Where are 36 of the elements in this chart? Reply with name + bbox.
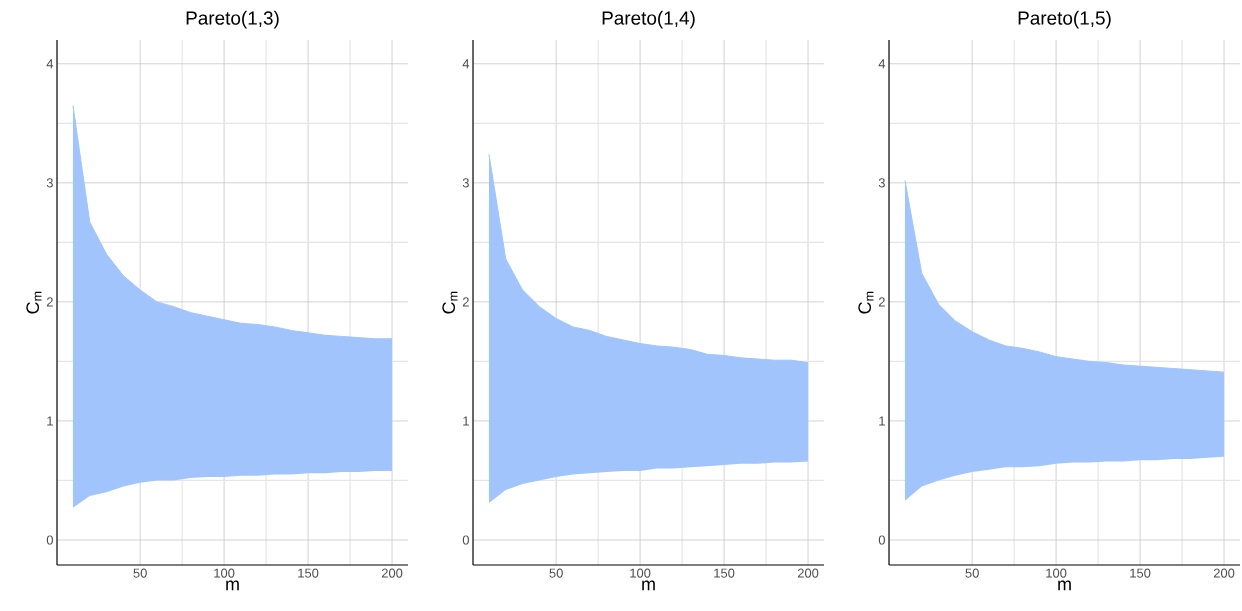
x-tick-label: 100 — [630, 568, 651, 578]
y-axis-title: C$_{m}$ — [26, 291, 42, 314]
x-tick-label: 50 — [549, 568, 563, 578]
x-tick-label: 150 — [298, 568, 319, 578]
chart-title: Pareto(1,3) — [186, 10, 279, 29]
y-tick-label: 0 — [878, 535, 885, 545]
y-tick-label: 4 — [46, 59, 54, 69]
x-tick-label: 200 — [797, 568, 819, 578]
y-tick-label: 3 — [878, 178, 885, 188]
y-tick-label: 0 — [46, 535, 53, 545]
y-tick-label: 2 — [878, 297, 885, 307]
y-tick-label: 1 — [463, 416, 469, 426]
y-tick-label: 3 — [462, 178, 469, 188]
y-tick-label: 1 — [47, 416, 53, 426]
y-axis-title: C$_{m}$ — [442, 291, 458, 314]
x-tick-label: 150 — [714, 568, 735, 578]
x-axis-title: m — [226, 580, 239, 591]
x-tick-label: 50 — [965, 568, 979, 578]
x-axis-title: m — [1058, 580, 1071, 591]
x-tick-label: 100 — [214, 568, 235, 578]
chart-title: Pareto(1,4) — [602, 10, 695, 29]
y-tick-label: 0 — [462, 535, 469, 545]
y-tick-label: 2 — [46, 297, 53, 307]
x-tick-label: 150 — [1130, 568, 1151, 578]
y-axis-title: C$_{m}$ — [858, 291, 874, 314]
x-tick-label: 200 — [1213, 568, 1235, 578]
y-tick-label: 4 — [878, 59, 886, 69]
x-axis-title: m — [642, 580, 655, 591]
y-tick-label: 4 — [462, 59, 470, 69]
y-tick-label: 2 — [462, 297, 469, 307]
y-tick-label: 1 — [879, 416, 885, 426]
y-tick-label: 3 — [46, 178, 53, 188]
x-tick-label: 200 — [381, 568, 403, 578]
x-tick-label: 50 — [133, 568, 147, 578]
x-tick-label: 100 — [1046, 568, 1067, 578]
chart-title: Pareto(1,5) — [1018, 10, 1111, 29]
